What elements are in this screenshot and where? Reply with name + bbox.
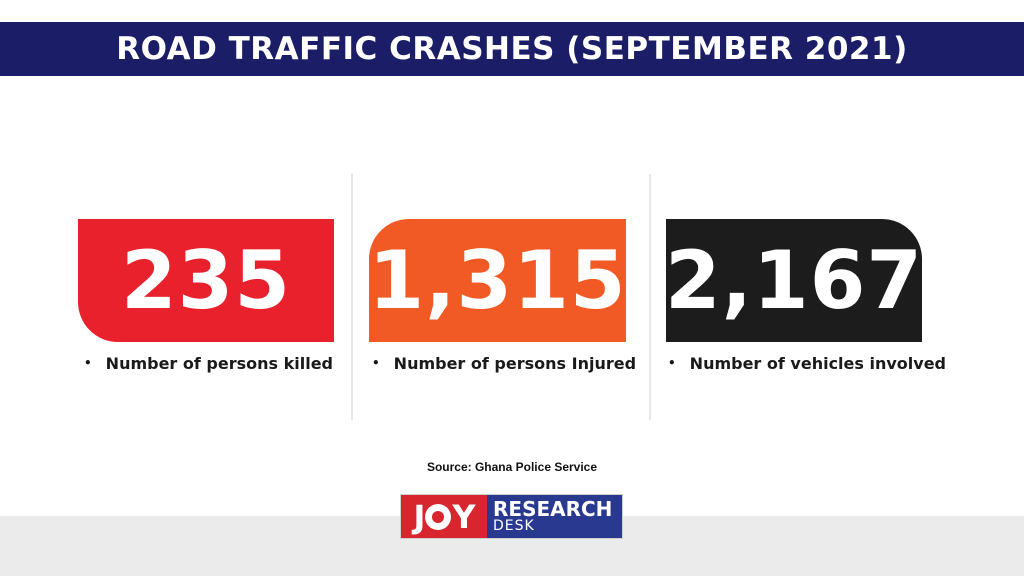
logo-letter-j: J: [413, 497, 425, 536]
title-bar: ROAD TRAFFIC CRASHES (SEPTEMBER 2021): [0, 22, 1024, 76]
bullet-icon: •: [84, 356, 92, 370]
stat-box-vehicles: 2,167: [664, 219, 924, 342]
stat-box-killed: 235: [78, 219, 334, 342]
source-note: Source: Ghana Police Service: [426, 460, 598, 474]
page-title: ROAD TRAFFIC CRASHES (SEPTEMBER 2021): [116, 31, 908, 67]
column-divider: [649, 174, 651, 420]
stat-box-injured: 1,315: [368, 219, 627, 342]
stat-caption-killed: • Number of persons killed: [84, 352, 333, 374]
bullet-icon: •: [668, 356, 676, 370]
stat-value-injured: 1,315: [368, 234, 627, 327]
logo-research-text: RESEARCH: [493, 497, 613, 521]
logo-letter-y: Y: [452, 497, 475, 536]
stat-value-killed: 235: [121, 234, 291, 327]
stat-label-injured: Number of persons Injured: [393, 353, 637, 373]
logo-research-block: RESEARCH DESK: [487, 495, 622, 538]
stat-value-vehicles: 2,167: [664, 234, 924, 327]
stat-caption-injured: • Number of persons Injured: [372, 352, 636, 374]
bullet-icon: •: [372, 356, 380, 370]
column-divider: [351, 174, 353, 420]
joy-research-desk-logo: J Y RESEARCH DESK: [400, 494, 623, 539]
stat-label-vehicles: Number of vehicles involved: [689, 353, 946, 373]
stat-label-killed: Number of persons killed: [105, 353, 334, 373]
logo-joy-block: J Y: [401, 495, 487, 538]
globe-icon: [425, 503, 452, 530]
logo-desk-text: DESK: [493, 518, 535, 534]
stat-caption-vehicles: • Number of vehicles involved: [668, 352, 946, 374]
